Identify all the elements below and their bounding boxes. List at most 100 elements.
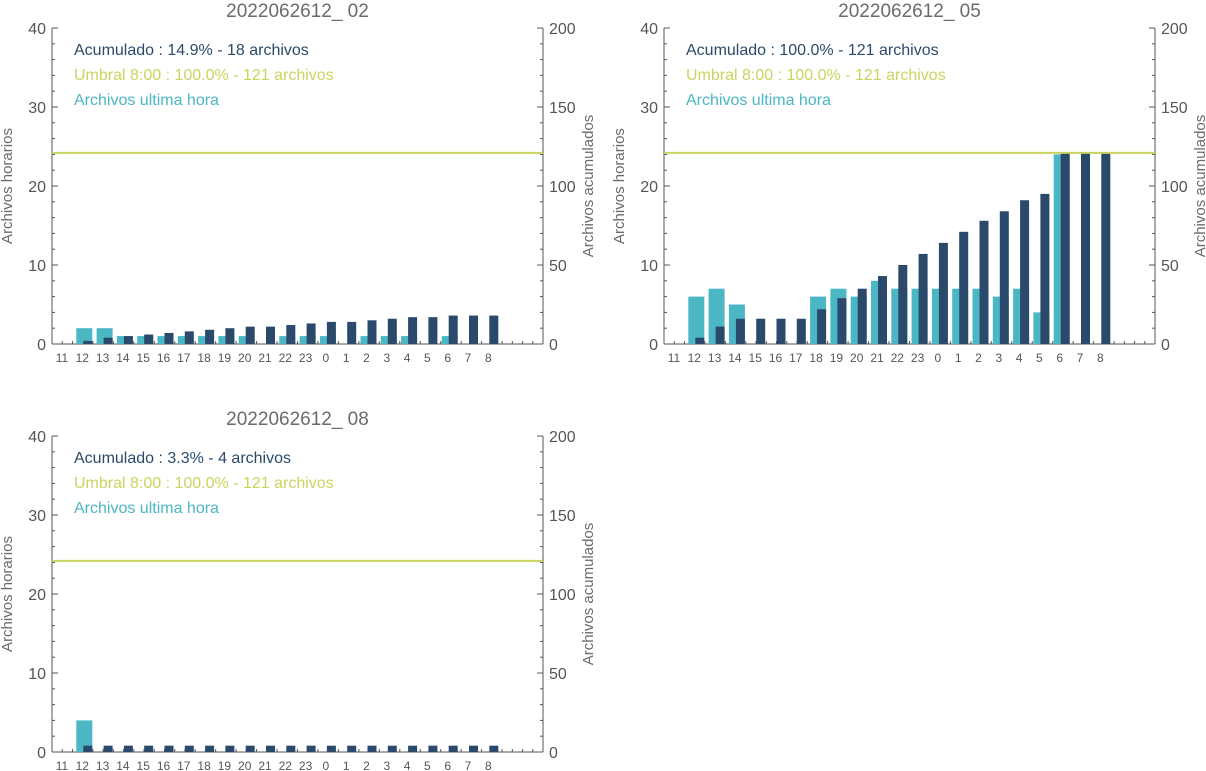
cumulative-bar [387, 745, 397, 752]
x-tick-label: 21 [258, 759, 272, 771]
y-right-tick-label: 200 [549, 21, 576, 38]
y-left-tick-label: 20 [640, 179, 658, 196]
x-tick-label: 11 [56, 351, 69, 365]
cumulative-bar [959, 231, 969, 344]
cumulative-bar [184, 745, 194, 752]
cumulative-bar [144, 334, 154, 344]
y-right-axis-label: Archivos acumulados [580, 115, 597, 258]
cumulative-bar [123, 745, 133, 752]
cumulative-bar [979, 220, 989, 344]
cumulative-bar [306, 745, 316, 752]
x-tick-label: 17 [177, 351, 191, 365]
x-tick-label: 3 [995, 351, 1002, 365]
cumulative-bar [83, 340, 93, 344]
cumulative-bar [205, 745, 215, 752]
x-tick-label: 14 [116, 351, 130, 365]
cumulative-bar [999, 211, 1009, 344]
y-left-tick-label: 0 [649, 337, 658, 354]
hourly-bar [76, 720, 93, 752]
x-tick-label: 13 [96, 351, 110, 365]
cumulative-bar [1081, 152, 1090, 344]
cumulative-bar [367, 320, 377, 344]
cumulative-bar [326, 321, 336, 344]
cumulative-bar [857, 288, 867, 344]
x-tick-label: 16 [157, 759, 171, 771]
cumulative-bar [306, 323, 316, 344]
x-tick-label: 11 [668, 351, 681, 365]
legend-entry-threshold: Umbral 8:00 : 100.0% - 121 archivos [74, 475, 334, 492]
cumulative-bar [938, 242, 948, 344]
x-tick-label: 21 [870, 351, 884, 365]
legend-entry-threshold: Umbral 8:00 : 100.0% - 121 archivos [74, 67, 334, 84]
cumulative-bar [245, 326, 255, 344]
x-tick-label: 4 [404, 759, 411, 771]
x-tick-label: 23 [299, 759, 313, 771]
x-tick-label: 18 [809, 351, 823, 365]
x-tick-label: 5 [1036, 351, 1043, 365]
cumulative-bar [164, 745, 174, 752]
x-tick-label: 17 [789, 351, 803, 365]
x-tick-label: 11 [56, 759, 69, 771]
x-tick-label: 0 [323, 351, 330, 365]
x-tick-label: 5 [424, 759, 431, 771]
x-tick-label: 5 [424, 351, 431, 365]
hourly-bar [76, 328, 93, 344]
x-tick-label: 2 [363, 759, 370, 771]
cumulative-bar [266, 326, 275, 344]
cumulative-bar [715, 326, 725, 344]
cumulative-bar [796, 318, 806, 344]
cumulative-bar [326, 745, 336, 752]
y-right-axis-label: Archivos acumulados [580, 523, 597, 666]
x-tick-label: 19 [218, 759, 232, 771]
x-tick-label: 12 [76, 351, 90, 365]
x-tick-label: 13 [708, 351, 722, 365]
cumulative-bar [144, 745, 154, 752]
cumulative-bar [695, 337, 705, 344]
y-right-tick-label: 200 [1161, 21, 1188, 38]
x-tick-label: 15 [137, 759, 151, 771]
x-tick-label: 2 [975, 351, 982, 365]
cumulative-bar [286, 745, 296, 752]
legend-entry-hourly: Archivos ultima hora [686, 92, 831, 109]
y-left-tick-label: 20 [28, 587, 46, 604]
x-tick-label: 22 [279, 759, 293, 771]
hourly-bar [688, 296, 705, 344]
x-tick-label: 3 [383, 759, 390, 771]
chart-title: 2022062612_ 02 [226, 1, 369, 22]
legend-entry-hourly: Archivos ultima hora [74, 92, 219, 109]
x-tick-label: 21 [258, 351, 272, 365]
x-tick-label: 23 [911, 351, 925, 365]
x-tick-label: 6 [444, 759, 451, 771]
x-tick-label: 17 [177, 759, 191, 771]
x-tick-label: 7 [1077, 351, 1084, 365]
cumulative-bar [489, 315, 499, 344]
x-tick-label: 15 [137, 351, 151, 365]
y-left-tick-label: 10 [28, 666, 46, 683]
cumulative-bar [245, 745, 255, 752]
cumulative-bar [489, 745, 499, 752]
x-tick-label: 23 [299, 351, 313, 365]
x-tick-label: 19 [830, 351, 844, 365]
y-left-tick-label: 10 [28, 258, 46, 275]
legend-entry-threshold: Umbral 8:00 : 100.0% - 121 archivos [686, 67, 946, 84]
y-right-tick-label: 50 [1161, 258, 1179, 275]
cumulative-bar [898, 265, 908, 344]
x-tick-label: 18 [197, 351, 211, 365]
y-right-tick-label: 150 [1161, 100, 1188, 117]
x-tick-label: 2 [363, 351, 370, 365]
cumulative-bar [123, 336, 133, 344]
y-right-tick-label: 0 [549, 745, 558, 762]
y-right-tick-label: 100 [549, 179, 576, 196]
legend-entry-cumulative: Acumulado : 100.0% - 121 archivos [686, 42, 939, 59]
cumulative-bar [817, 309, 827, 344]
cumulative-bar [837, 298, 847, 344]
x-tick-label: 4 [1016, 351, 1023, 365]
x-tick-label: 22 [279, 351, 293, 365]
x-tick-label: 1 [955, 351, 962, 365]
cumulative-bar [469, 315, 478, 344]
y-left-tick-label: 30 [28, 100, 46, 117]
chart-title: 2022062612_ 08 [226, 409, 369, 430]
x-tick-label: 8 [485, 351, 492, 365]
y-left-tick-label: 20 [28, 179, 46, 196]
